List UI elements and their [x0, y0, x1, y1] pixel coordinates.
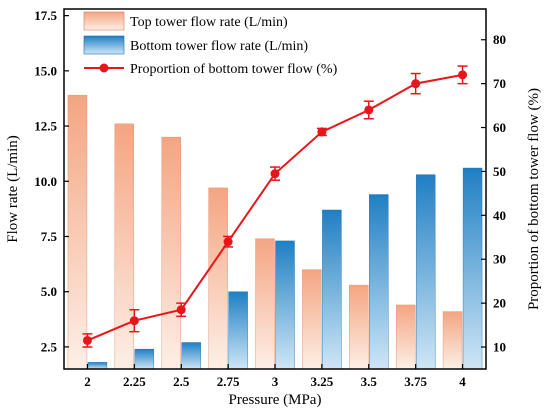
bar-bottom-tower	[181, 342, 201, 370]
bar-bottom-tower	[462, 167, 483, 370]
bar-top-tower	[208, 187, 228, 370]
bar-top-tower	[255, 238, 275, 370]
x-tick-label: 3.25	[311, 374, 334, 389]
x-tick-label: 2.75	[217, 374, 240, 389]
y-tick-label: 12.5	[34, 119, 57, 134]
ticks-layer: 2.5 5.0 7.5 10.0 12.5 15.0 17.5 10 20 30 40 50 60 70 8…	[34, 8, 506, 389]
bar-top-tower	[67, 94, 88, 370]
bar-top-tower	[395, 304, 416, 370]
y-tick-label: 2.5	[41, 339, 58, 354]
y2-tick-label: 20	[493, 296, 506, 311]
y2-tick-label: 70	[493, 76, 506, 91]
legend: Top tower flow rate (L/min) Bottom tower…	[83, 11, 338, 77]
legend-marker-proportion	[99, 63, 109, 73]
bar-bottom-tower	[275, 240, 295, 370]
x-tick-label: 3.5	[361, 374, 378, 389]
bar-top-tower	[161, 136, 181, 370]
y-tick-label: 10.0	[34, 174, 57, 189]
series-line-proportion	[87, 73, 463, 342]
y2-tick-label: 10	[493, 340, 506, 355]
bar-bottom-tower	[415, 174, 436, 370]
x-axis-title: Pressure (MPa)	[229, 392, 322, 408]
data-point-proportion	[317, 127, 327, 137]
bar-bottom-tower	[134, 348, 155, 370]
data-point-proportion	[129, 316, 139, 326]
y-tick-label: 15.0	[34, 63, 57, 78]
x-tick-label: 3	[272, 374, 279, 389]
y2-tick-label: 30	[493, 252, 506, 267]
data-point-proportion	[364, 105, 374, 115]
y2-tick-label: 80	[493, 32, 506, 47]
x-tick-label: 2.5	[173, 374, 190, 389]
bar-bottom-tower	[228, 291, 248, 370]
bar-top-tower	[302, 269, 322, 370]
y2-axis-title: Proportion of bottom tower flow (%)	[526, 88, 542, 310]
y2-tick-label: 50	[493, 164, 506, 179]
data-point-proportion	[176, 305, 186, 315]
y-tick-label: 5.0	[41, 284, 57, 299]
legend-label-bottom-tower: Bottom tower flow rate (L/min)	[130, 39, 308, 54]
legend-label-top-tower: Top tower flow rate (L/min)	[130, 15, 288, 30]
data-point-proportion	[458, 70, 468, 80]
y2-tick-label: 40	[493, 208, 506, 223]
bars-layer	[67, 94, 483, 370]
x-tick-label: 4	[459, 374, 466, 389]
legend-swatch-top-tower	[83, 11, 125, 31]
data-point-proportion	[223, 237, 233, 247]
data-point-proportion	[411, 79, 421, 89]
bar-bottom-tower	[87, 362, 108, 370]
y2-tick-label: 60	[493, 120, 506, 135]
bar-bottom-tower	[322, 209, 342, 370]
x-tick-label: 3.75	[404, 374, 427, 389]
legend-swatch-bottom-tower	[83, 35, 125, 55]
bar-top-tower	[349, 284, 369, 370]
y-tick-label: 7.5	[41, 229, 58, 244]
bar-bottom-tower	[369, 194, 389, 370]
data-point-proportion	[270, 169, 280, 179]
legend-label-proportion: Proportion of bottom tower flow (%)	[130, 62, 338, 77]
y-axis-title: Flow rate (L/min)	[5, 135, 21, 242]
x-tick-label: 2	[84, 374, 91, 389]
bar-top-tower	[442, 311, 463, 370]
y-tick-label: 17.5	[34, 8, 57, 23]
x-tick-label: 2.25	[123, 374, 146, 389]
line-layer	[82, 65, 468, 348]
data-point-proportion	[82, 335, 92, 345]
